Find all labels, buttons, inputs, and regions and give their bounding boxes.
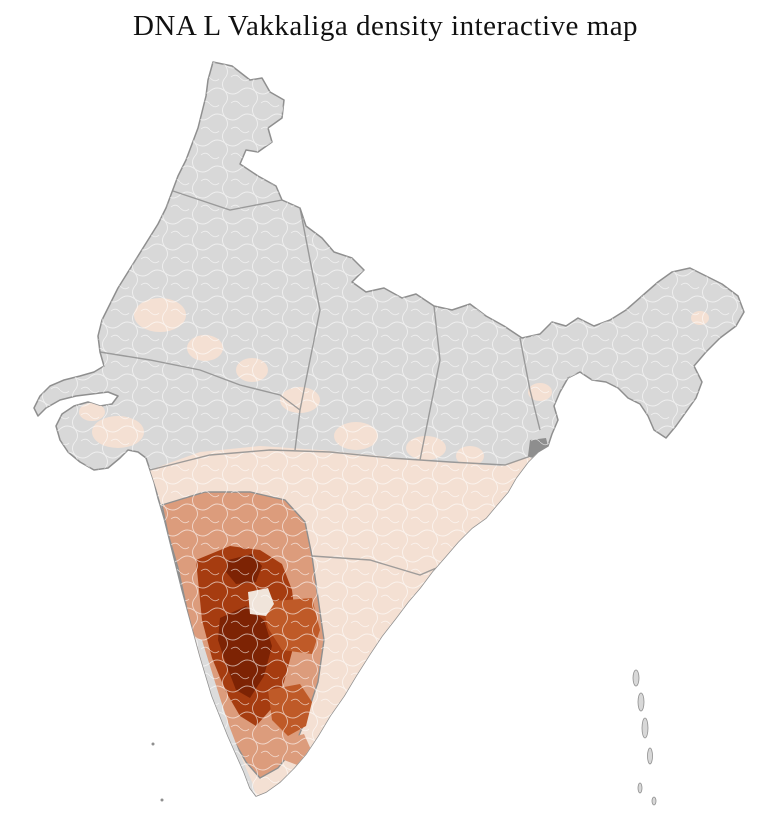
state-boundaries (99, 189, 549, 576)
lakshadweep-islands[interactable] (151, 742, 164, 802)
district-boundaries-overlay (34, 62, 744, 796)
page-title: DNA L Vakkaliga density interactive map (132, 10, 639, 42)
andaman-islands[interactable] (632, 669, 657, 806)
